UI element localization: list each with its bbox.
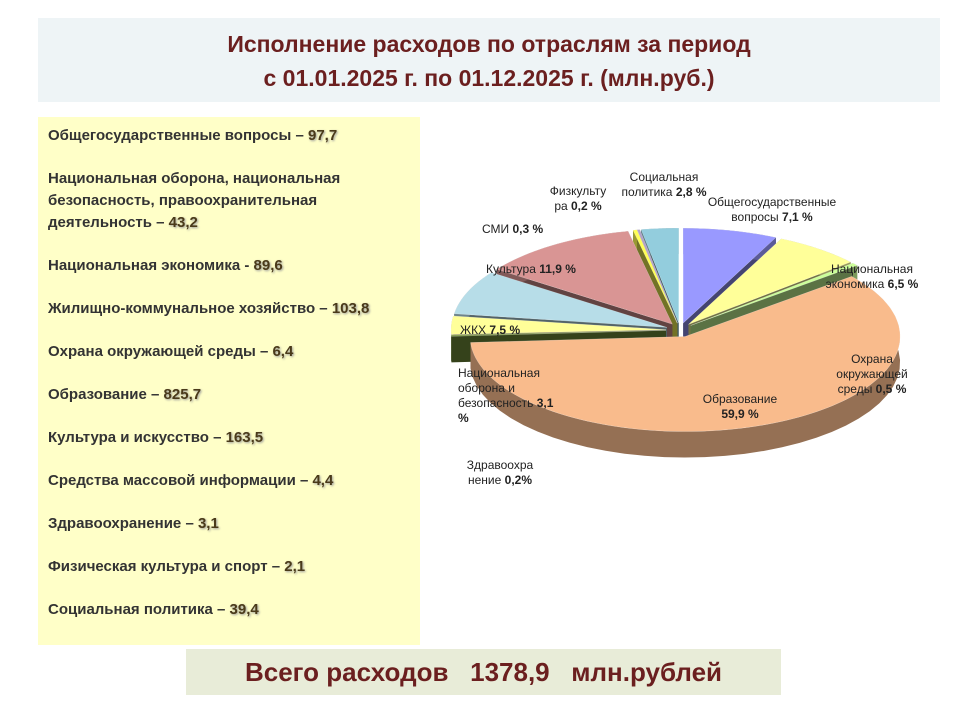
slice-name: Социальная политика <box>621 170 699 199</box>
slice-name: Здравоохра нение <box>466 458 534 487</box>
item-label: Национальная экономика - <box>48 257 254 274</box>
item-label: Культура и искусство – <box>48 429 226 446</box>
item-label: Образование – <box>48 386 164 403</box>
slice-name: Культура <box>486 262 540 276</box>
page-title: Исполнение расходов по отраслям за перио… <box>38 18 940 102</box>
item-value: 97,7 <box>307 127 338 144</box>
slice-value: 2,8 % <box>675 185 707 199</box>
list-item: Образование – 825,7 <box>48 384 410 406</box>
item-value: 2,1 <box>284 558 306 575</box>
total-expenses: Всего расходов 1378,9 млн.рублей <box>186 649 781 695</box>
item-label: Охрана окружающей среды – <box>48 343 273 360</box>
item-value: 43,2 <box>168 214 198 231</box>
slice-label: Национальная оборона и безопасность 3,1 … <box>458 366 558 426</box>
item-value: 4,4 <box>312 472 334 489</box>
slice-8 <box>496 230 673 325</box>
item-label: Физическая культура и спорт – <box>48 558 285 575</box>
slice-1 <box>682 227 777 324</box>
title-line-1: Исполнение расходов по отраслям за перио… <box>227 31 751 57</box>
item-label: Социальная политика – <box>48 601 230 618</box>
slice-name: Образование <box>702 392 778 406</box>
slice-value: 0,2% <box>504 473 532 487</box>
list-item: Физическая культура и спорт – 2,1 <box>48 556 410 578</box>
slice-name: Национальная экономика <box>825 262 913 291</box>
slice-label: Культура 11,9 % <box>486 262 576 277</box>
slice-11 <box>640 227 680 324</box>
slice-value: 11,9 % <box>539 262 576 276</box>
slice-10 <box>636 229 678 324</box>
item-value: 39,4 <box>229 601 259 618</box>
slice-name: Физкульту ра <box>549 184 607 213</box>
slice-name: Национальная оборона и безопасность <box>458 366 540 410</box>
list-item: Национальная экономика - 89,6 <box>48 255 410 277</box>
slice-label: Физкульту ра 0,2 % <box>543 184 613 214</box>
list-item: Социальная политика – 39,4 <box>48 599 410 621</box>
slice-value: 6,5 % <box>887 277 919 291</box>
slice-value: 0,5 % <box>875 382 907 396</box>
slice-name: СМИ <box>482 222 513 236</box>
slice-label: Охрана окружающей среды 0,5 % <box>822 352 922 397</box>
slice-value: 59,9 % <box>721 407 759 421</box>
slice-2 <box>688 238 852 325</box>
slice-6 <box>450 315 667 335</box>
list-item: Общегосударственные вопросы – 97,7 <box>48 125 410 147</box>
slice-9 <box>632 229 678 324</box>
slice-label: Образование 59,9 % <box>690 392 790 422</box>
slice-5 <box>451 330 667 337</box>
slice-label: Национальная экономика 6,5 % <box>822 262 922 292</box>
item-value: 89,6 <box>253 257 283 274</box>
list-item: Здравоохранение – 3,1 <box>48 513 410 535</box>
list-item: Охрана окружающей среды – 6,4 <box>48 341 410 363</box>
item-label: Национальная оборона, национальная безоп… <box>48 170 341 231</box>
slice-value: 3,1 % <box>458 396 554 425</box>
slice-value: 7,1 % <box>782 210 813 224</box>
slice-name: Общегосударственные вопросы <box>707 195 837 224</box>
slice-label: Социальная политика 2,8 % <box>614 170 714 200</box>
item-value: 6,4 <box>272 343 294 360</box>
slice-value: 0,3 % <box>512 222 544 236</box>
slice-value: 7,5 % <box>489 323 521 337</box>
slice-7 <box>453 272 668 328</box>
item-value: 3,1 <box>197 515 219 532</box>
slice-name: Охрана окружающей среды <box>836 352 908 396</box>
slice-4 <box>470 276 901 432</box>
slice-label: СМИ 0,3 % <box>482 222 543 237</box>
slice-name: ЖКХ <box>460 323 490 337</box>
slice-label: Общегосударственные вопросы 7,1 % <box>697 195 847 225</box>
list-item: Национальная оборона, национальная безоп… <box>48 168 410 234</box>
list-item: Жилищно-коммунальное хозяйство – 103,8 <box>48 298 410 320</box>
title-line-2: с 01.01.2025 г. по 01.12.2025 г. (млн.ру… <box>263 65 715 91</box>
list-item: Средства массовой информации – 4,4 <box>48 470 410 492</box>
list-item: Культура и искусство – 163,5 <box>48 427 410 449</box>
slice-label: ЖКХ 7,5 % <box>460 323 520 338</box>
item-value: 825,7 <box>163 386 202 403</box>
item-label: Здравоохранение – <box>48 515 198 532</box>
slice-label: Здравоохра нение 0,2% <box>465 458 535 488</box>
item-label: Общегосударственные вопросы – <box>48 127 308 144</box>
item-label: Жилищно-коммунальное хозяйство – <box>48 300 332 317</box>
item-value: 103,8 <box>331 300 370 317</box>
slice-value: 0,2 % <box>571 199 602 213</box>
item-value: 163,5 <box>225 429 264 446</box>
expense-list: Общегосударственные вопросы – 97,7 Национ… <box>38 117 420 645</box>
slice-3 <box>690 262 858 326</box>
item-label: Средства массовой информации – <box>48 472 313 489</box>
